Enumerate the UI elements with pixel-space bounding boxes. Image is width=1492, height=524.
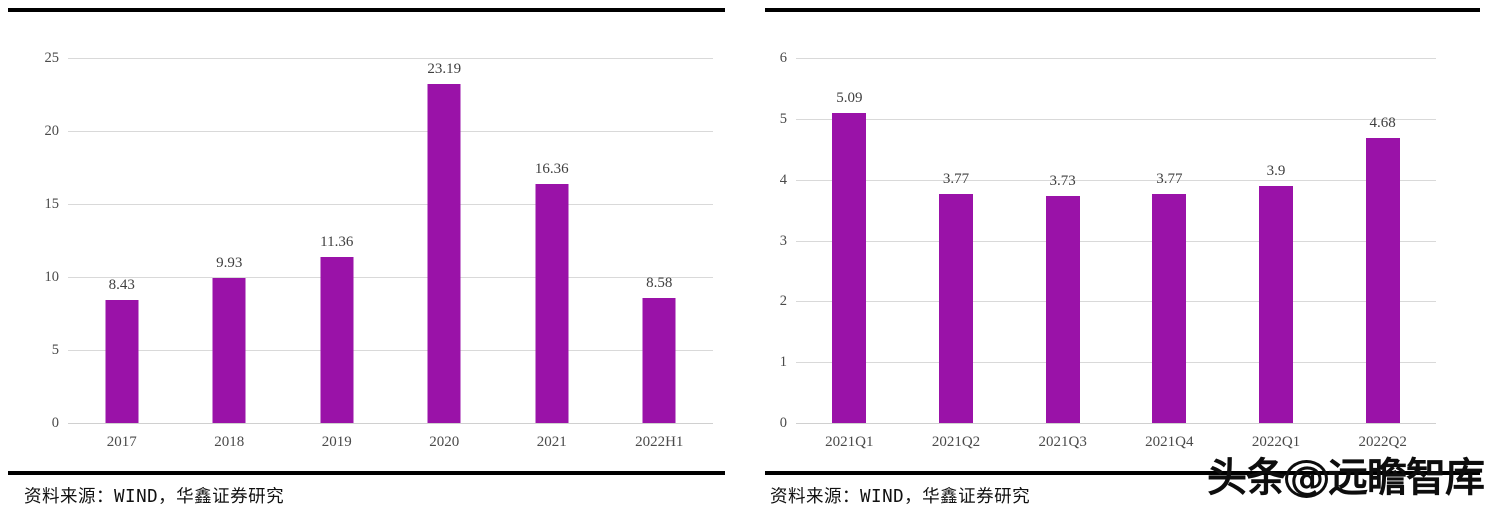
plot-area: 0 5 10 15 20 25 8.43 2017 9.93 2018 11.36 2019 23.1… bbox=[45, 51, 714, 450]
bar-slot: 9.93 2018 bbox=[176, 58, 284, 450]
y-tick-label: 15 bbox=[44, 195, 60, 212]
x-tick-label: 2022Q1 bbox=[1251, 434, 1301, 450]
bar-value-label: 3.9 bbox=[1266, 162, 1286, 179]
gridline bbox=[68, 58, 713, 59]
bar-value-label: 16.36 bbox=[534, 161, 569, 178]
bar[interactable] bbox=[320, 257, 354, 423]
bar-value-label: 3.73 bbox=[1049, 173, 1076, 190]
watermark: 头条 @ 远瞻智库 bbox=[1207, 455, 1485, 501]
bar-value-label: 8.58 bbox=[646, 274, 673, 291]
gridline bbox=[796, 423, 1436, 424]
bar[interactable] bbox=[427, 84, 461, 423]
bar[interactable] bbox=[1365, 138, 1400, 423]
x-tick-label: 2021Q1 bbox=[825, 434, 874, 450]
bar[interactable] bbox=[105, 299, 139, 423]
bar-value-label: 23.19 bbox=[427, 61, 462, 78]
at-icon: @ bbox=[1285, 460, 1328, 499]
bar-value-label: 5.09 bbox=[836, 90, 863, 107]
bar-slot: 3.77 2021Q2 bbox=[903, 58, 1010, 449]
gridline bbox=[796, 301, 1436, 303]
panel-bottom-rule bbox=[8, 471, 725, 475]
gridline bbox=[796, 362, 1436, 364]
gridline bbox=[796, 240, 1436, 242]
panel-bottom-rule bbox=[765, 471, 1480, 475]
gridline bbox=[68, 277, 713, 278]
y-tick-label: 6 bbox=[779, 49, 787, 66]
bar-slot: 3.73 2021Q3 bbox=[1009, 58, 1116, 450]
x-tick-label: 2021 bbox=[536, 434, 567, 450]
x-tick-label: 2021Q4 bbox=[1145, 434, 1194, 450]
bar-value-label: 4.68 bbox=[1369, 115, 1396, 132]
bar-slot: 4.68 2022Q2 bbox=[1329, 58, 1436, 450]
y-tick-label: 4 bbox=[779, 171, 787, 188]
bar-slot: 11.36 2019 bbox=[283, 58, 391, 450]
bar[interactable] bbox=[535, 184, 569, 423]
x-tick-label: 2017 bbox=[106, 434, 137, 450]
gridline bbox=[68, 350, 713, 351]
source-caption: 资料来源：WIND，华鑫证券研究 bbox=[770, 487, 1031, 507]
y-tick-label: 2 bbox=[779, 293, 787, 310]
y-tick-label: 5 bbox=[51, 341, 59, 358]
bar-value-label: 3.77 bbox=[942, 170, 970, 187]
y-tick-label: 5 bbox=[779, 110, 787, 127]
bar-series: 8.43 2017 9.93 2018 11.36 2019 23.19 2020 16.36 2… bbox=[68, 58, 714, 450]
y-tick-label: 1 bbox=[779, 353, 787, 370]
gridline bbox=[68, 131, 713, 132]
bar-chart-left: 0 5 10 15 20 25 8.43 2017 9.93 2018 11.36 2019 23.1… bbox=[0, 16, 746, 466]
y-tick-label: 10 bbox=[44, 268, 60, 285]
gridline bbox=[68, 204, 713, 205]
bar[interactable] bbox=[1045, 196, 1080, 423]
gridline bbox=[68, 423, 713, 424]
bar[interactable] bbox=[212, 278, 246, 423]
panel-top-rule bbox=[8, 8, 725, 12]
watermark-suffix: 远瞻智库 bbox=[1328, 455, 1485, 501]
bar[interactable] bbox=[642, 297, 676, 423]
bar-series: 5.09 2021Q1 3.77 2021Q2 3.73 2021Q3 3.77 2021Q4… bbox=[796, 58, 1436, 450]
chart-panel-left: 0 5 10 15 20 25 8.43 2017 9.93 2018 11.36 2019 23.1… bbox=[0, 8, 746, 507]
y-tick-label: 25 bbox=[44, 49, 60, 66]
y-tick-label: 0 bbox=[51, 414, 59, 431]
bar-slot: 23.19 2020 bbox=[391, 58, 499, 450]
x-tick-label: 2020 bbox=[429, 434, 460, 450]
watermark-prefix: 头条 bbox=[1207, 455, 1286, 501]
y-tick-label: 20 bbox=[44, 122, 60, 139]
bar[interactable] bbox=[832, 113, 867, 423]
x-tick-label: 2021Q3 bbox=[1038, 434, 1087, 450]
bar-slot: 8.43 2017 bbox=[68, 58, 176, 450]
y-tick-label: 3 bbox=[779, 232, 787, 249]
bar-slot: 5.09 2021Q1 bbox=[796, 58, 903, 450]
gridline bbox=[796, 58, 1436, 59]
x-tick-label: 2021Q2 bbox=[931, 434, 981, 450]
bar[interactable] bbox=[1258, 185, 1293, 423]
bar-slot: 8.58 2022H1 bbox=[606, 58, 714, 449]
bar-value-label: 8.43 bbox=[108, 276, 135, 293]
x-tick-label: 2022Q2 bbox=[1358, 434, 1407, 450]
panel-top-rule bbox=[765, 8, 1480, 12]
bar-value-label: 11.36 bbox=[320, 234, 354, 251]
bar-slot: 3.77 2021Q4 bbox=[1116, 58, 1223, 449]
bar-value-label: 9.93 bbox=[216, 255, 243, 272]
x-tick-label: 2019 bbox=[321, 434, 352, 450]
gridline bbox=[796, 179, 1436, 181]
gridline bbox=[796, 118, 1436, 120]
x-tick-label: 2018 bbox=[214, 434, 245, 450]
bar-slot: 16.36 2021 bbox=[498, 58, 606, 450]
source-caption: 资料来源：WIND，华鑫证券研究 bbox=[24, 487, 285, 507]
bar[interactable] bbox=[1152, 193, 1187, 423]
bar-value-label: 3.77 bbox=[1156, 170, 1183, 187]
bar[interactable] bbox=[938, 193, 973, 423]
x-tick-label: 2022H1 bbox=[635, 434, 684, 450]
y-tick-label: 0 bbox=[779, 414, 787, 431]
bar-slot: 3.9 2022Q1 bbox=[1223, 58, 1330, 449]
